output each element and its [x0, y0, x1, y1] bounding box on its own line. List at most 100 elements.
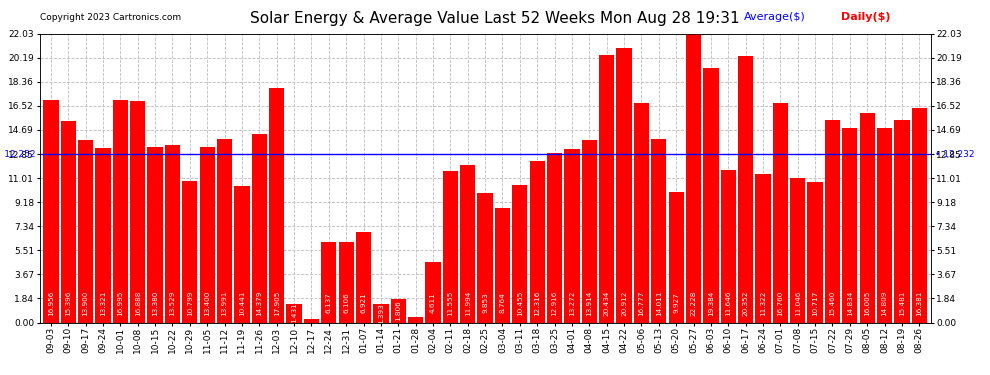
Bar: [164, 145, 180, 322]
Text: 13.529: 13.529: [169, 290, 175, 315]
Bar: [668, 192, 684, 322]
Bar: [95, 148, 111, 322]
Text: 19.384: 19.384: [708, 290, 714, 315]
Text: 16.381: 16.381: [917, 290, 923, 315]
Text: 1.431: 1.431: [291, 303, 297, 324]
Bar: [617, 48, 632, 322]
Bar: [130, 101, 146, 322]
Text: 16.005: 16.005: [864, 290, 870, 315]
Bar: [60, 121, 76, 322]
Text: 11.646: 11.646: [726, 290, 732, 315]
Bar: [877, 128, 892, 322]
Text: 1.806: 1.806: [395, 300, 401, 321]
Bar: [391, 299, 406, 322]
Bar: [286, 304, 302, 322]
Bar: [339, 243, 353, 322]
Text: 13.272: 13.272: [569, 290, 575, 315]
Bar: [78, 140, 93, 322]
Bar: [373, 304, 388, 322]
Text: 16.777: 16.777: [639, 290, 644, 315]
Text: 16.956: 16.956: [48, 290, 53, 315]
Bar: [460, 165, 475, 322]
Text: 10.717: 10.717: [812, 290, 818, 315]
Text: 1.393: 1.393: [378, 303, 384, 324]
Bar: [738, 56, 753, 322]
Bar: [651, 139, 666, 322]
Text: • 12.232: • 12.232: [935, 150, 974, 159]
Text: 10.799: 10.799: [187, 290, 193, 315]
Text: 10.455: 10.455: [517, 290, 523, 315]
Bar: [44, 100, 58, 322]
Text: 13.400: 13.400: [204, 290, 210, 315]
Bar: [495, 208, 510, 322]
Text: 9.853: 9.853: [482, 292, 488, 313]
Bar: [530, 161, 544, 322]
Text: 15.396: 15.396: [65, 290, 71, 315]
Text: 12.916: 12.916: [551, 290, 557, 315]
Text: 16.995: 16.995: [118, 290, 124, 315]
Bar: [217, 139, 233, 322]
Bar: [564, 148, 579, 322]
Bar: [859, 113, 875, 322]
Bar: [808, 182, 823, 322]
Text: 9.927: 9.927: [673, 292, 679, 313]
Text: 14.809: 14.809: [881, 290, 888, 315]
Bar: [251, 134, 267, 322]
Bar: [894, 120, 910, 322]
Bar: [790, 178, 806, 322]
Text: 6.137: 6.137: [326, 292, 332, 313]
Text: 10.441: 10.441: [239, 290, 245, 315]
Text: 20.912: 20.912: [621, 290, 627, 315]
Text: 13.321: 13.321: [100, 290, 106, 315]
Bar: [686, 31, 701, 322]
Bar: [321, 242, 337, 322]
Text: 20.352: 20.352: [742, 290, 748, 315]
Bar: [148, 147, 162, 322]
Bar: [182, 181, 197, 322]
Bar: [912, 108, 927, 322]
Text: Solar Energy & Average Value Last 52 Weeks Mon Aug 28 19:31: Solar Energy & Average Value Last 52 Wee…: [250, 11, 740, 26]
Text: 6.106: 6.106: [344, 292, 349, 313]
Text: 22.228: 22.228: [690, 290, 697, 315]
Bar: [235, 186, 249, 322]
Text: 11.322: 11.322: [760, 290, 766, 315]
Bar: [546, 153, 562, 322]
Text: 15.481: 15.481: [899, 290, 905, 315]
Bar: [200, 147, 215, 322]
Text: 11.555: 11.555: [447, 290, 453, 315]
Text: 14.011: 14.011: [655, 290, 661, 315]
Text: 13.900: 13.900: [82, 290, 89, 315]
Bar: [842, 128, 857, 322]
Text: 12.316: 12.316: [535, 290, 541, 315]
Text: 14.834: 14.834: [846, 290, 852, 315]
Bar: [355, 232, 371, 322]
Text: 15.460: 15.460: [830, 290, 836, 315]
Bar: [755, 174, 770, 322]
Text: 13.914: 13.914: [586, 290, 592, 315]
Text: 14.379: 14.379: [256, 290, 262, 315]
Bar: [426, 262, 441, 322]
Bar: [443, 171, 458, 322]
Text: 16.760: 16.760: [777, 290, 783, 315]
Text: 11.994: 11.994: [464, 290, 470, 315]
Text: 8.764: 8.764: [500, 292, 506, 313]
Bar: [269, 88, 284, 322]
Text: Daily($): Daily($): [842, 12, 891, 22]
Text: 13.380: 13.380: [152, 290, 158, 315]
Bar: [512, 186, 528, 322]
Bar: [599, 55, 615, 322]
Text: 16.888: 16.888: [135, 290, 141, 315]
Text: 4.611: 4.611: [430, 292, 436, 313]
Bar: [477, 194, 493, 322]
Bar: [304, 320, 319, 322]
Bar: [703, 68, 719, 322]
Text: 13.991: 13.991: [222, 290, 228, 315]
Text: 17.905: 17.905: [273, 290, 280, 315]
Bar: [634, 103, 649, 322]
Text: Average($): Average($): [743, 12, 805, 22]
Text: 6.921: 6.921: [360, 292, 366, 313]
Bar: [113, 100, 128, 322]
Bar: [408, 317, 424, 322]
Text: 20.434: 20.434: [604, 290, 610, 315]
Text: 11.046: 11.046: [795, 290, 801, 315]
